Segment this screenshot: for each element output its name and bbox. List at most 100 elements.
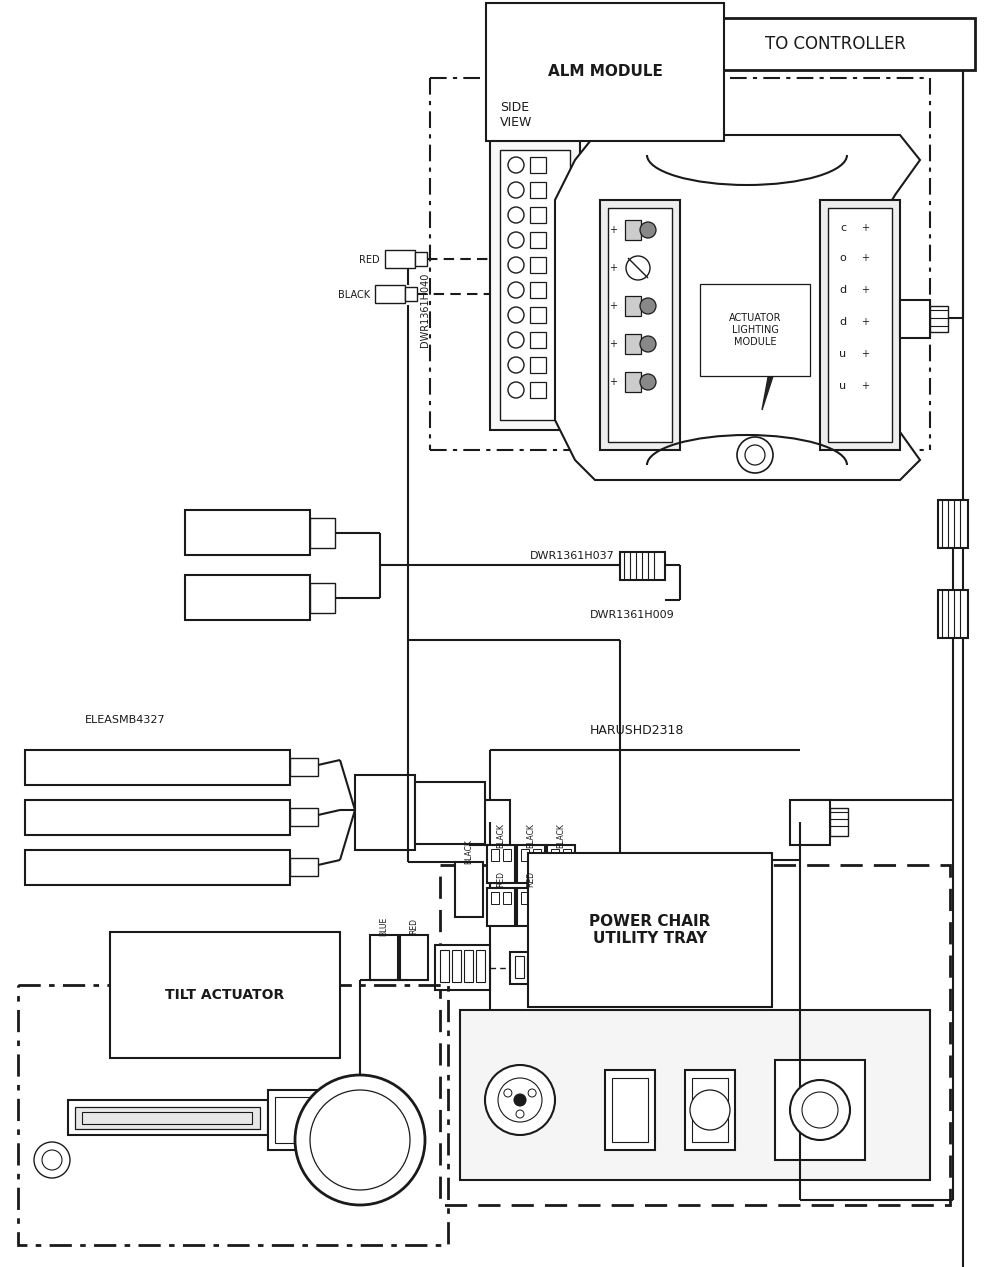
Text: +: + — [609, 340, 617, 348]
Bar — [503, 892, 511, 903]
Bar — [435, 945, 490, 990]
Bar — [517, 845, 545, 883]
Circle shape — [508, 357, 524, 372]
Text: +: + — [861, 285, 869, 295]
Text: d: d — [839, 285, 847, 295]
Bar — [938, 500, 968, 549]
Bar — [521, 849, 529, 862]
Text: DWR1361H037: DWR1361H037 — [530, 551, 615, 561]
Bar — [547, 845, 575, 883]
Bar — [385, 250, 415, 269]
Bar — [775, 1060, 865, 1161]
Bar — [551, 957, 560, 978]
Bar — [268, 1090, 328, 1150]
Text: +: + — [609, 226, 617, 234]
Bar — [539, 957, 548, 978]
Bar — [530, 207, 546, 223]
Bar — [440, 865, 950, 1205]
Text: HARUSHD2318: HARUSHD2318 — [590, 723, 684, 736]
Bar — [612, 1078, 648, 1142]
Bar — [527, 957, 536, 978]
Bar — [828, 208, 892, 442]
Bar — [25, 799, 290, 835]
Text: +: + — [861, 348, 869, 359]
Bar — [290, 808, 318, 826]
Bar — [487, 845, 515, 883]
Circle shape — [690, 1090, 730, 1130]
Bar — [530, 157, 546, 174]
Bar — [820, 200, 900, 450]
Circle shape — [504, 1090, 512, 1097]
Circle shape — [745, 445, 765, 465]
Bar — [310, 518, 335, 549]
Text: u: u — [839, 348, 847, 359]
Bar — [533, 849, 541, 862]
Circle shape — [640, 222, 656, 238]
Circle shape — [508, 283, 524, 298]
Bar — [68, 1100, 268, 1135]
Bar — [405, 288, 417, 302]
Bar — [521, 892, 529, 903]
Circle shape — [640, 374, 656, 390]
Circle shape — [516, 1110, 524, 1117]
Text: +: + — [861, 223, 869, 233]
Circle shape — [790, 1079, 850, 1140]
Text: BLACK: BLACK — [526, 824, 536, 849]
Bar — [500, 150, 570, 419]
Bar — [517, 888, 545, 926]
Bar — [695, 18, 975, 70]
Text: ALM MODULE: ALM MODULE — [548, 65, 662, 80]
Bar — [510, 952, 565, 984]
Bar — [625, 220, 641, 239]
Circle shape — [508, 182, 524, 198]
Bar — [75, 1107, 260, 1129]
Bar — [551, 849, 559, 862]
Bar — [533, 892, 541, 903]
Circle shape — [508, 232, 524, 248]
Circle shape — [508, 157, 524, 174]
Circle shape — [295, 1074, 425, 1205]
Text: TILT ACTUATOR: TILT ACTUATOR — [165, 988, 285, 1002]
Bar — [370, 935, 398, 979]
Bar — [625, 296, 641, 315]
Bar — [530, 332, 546, 348]
Text: RED: RED — [526, 870, 536, 887]
Circle shape — [528, 1090, 536, 1097]
Bar — [530, 307, 546, 323]
Bar — [530, 283, 546, 298]
Bar — [470, 799, 510, 845]
Bar — [625, 372, 641, 392]
Bar — [600, 200, 680, 450]
Bar — [460, 1010, 930, 1180]
Circle shape — [508, 381, 524, 398]
Bar — [25, 750, 290, 786]
Bar — [185, 511, 310, 555]
Bar — [930, 307, 948, 332]
Bar — [830, 808, 848, 836]
Text: +: + — [861, 381, 869, 392]
Polygon shape — [760, 285, 785, 411]
Text: o: o — [840, 253, 846, 264]
Polygon shape — [555, 136, 920, 480]
Bar — [491, 849, 499, 862]
Text: c: c — [840, 223, 846, 233]
Bar — [530, 357, 546, 372]
Bar — [476, 950, 485, 982]
Text: BLACK: BLACK — [338, 290, 370, 300]
Bar — [692, 1078, 728, 1142]
Circle shape — [514, 1093, 526, 1106]
Bar — [515, 957, 524, 978]
Circle shape — [508, 207, 524, 223]
Text: +: + — [861, 317, 869, 327]
Bar — [490, 139, 580, 430]
Text: POWER CHAIR
UTILITY TRAY: POWER CHAIR UTILITY TRAY — [589, 914, 711, 946]
Text: BLUE: BLUE — [380, 916, 388, 935]
Bar — [685, 1071, 735, 1150]
Circle shape — [498, 1078, 542, 1123]
Bar — [185, 575, 310, 620]
Text: +: + — [861, 253, 869, 264]
Text: RED: RED — [410, 919, 418, 934]
Text: BLACK: BLACK — [464, 840, 474, 864]
Text: SIDE
VIEW: SIDE VIEW — [500, 101, 532, 129]
Bar — [440, 950, 449, 982]
